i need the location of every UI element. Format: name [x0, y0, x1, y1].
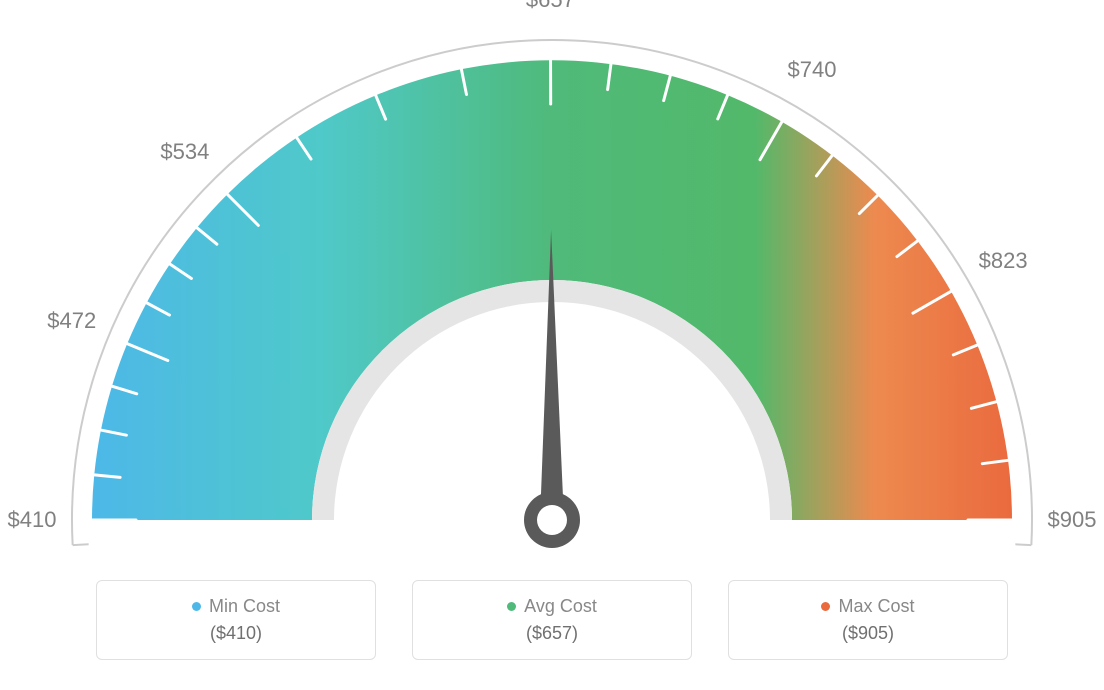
legend-value-avg: ($657)	[526, 623, 578, 644]
gauge-svg	[0, 0, 1104, 560]
legend-label-min: Min Cost	[192, 596, 280, 617]
legend-value-min: ($410)	[210, 623, 262, 644]
gauge-tick-label: $472	[47, 308, 96, 334]
legend-row: Min Cost ($410) Avg Cost ($657) Max Cost…	[0, 580, 1104, 660]
dot-icon	[507, 602, 516, 611]
gauge-tick-label: $534	[160, 139, 209, 165]
legend-label-text: Max Cost	[838, 596, 914, 617]
legend-value-max: ($905)	[842, 623, 894, 644]
legend-label-text: Avg Cost	[524, 596, 597, 617]
gauge-tick-label: $740	[788, 57, 837, 83]
gauge-area: $410 $472 $534 $657 $740 $823 $905	[0, 0, 1104, 560]
gauge-tick-label: $823	[979, 248, 1028, 274]
legend-card-min: Min Cost ($410)	[96, 580, 376, 660]
dot-icon	[192, 602, 201, 611]
gauge-tick-label: $657	[526, 0, 575, 13]
gauge-tick-label: $410	[8, 507, 57, 533]
legend-label-max: Max Cost	[821, 596, 914, 617]
legend-card-max: Max Cost ($905)	[728, 580, 1008, 660]
gauge-chart-container: $410 $472 $534 $657 $740 $823 $905 Min Cost ($…	[0, 0, 1104, 690]
dot-icon	[821, 602, 830, 611]
legend-label-avg: Avg Cost	[507, 596, 597, 617]
legend-card-avg: Avg Cost ($657)	[412, 580, 692, 660]
legend-label-text: Min Cost	[209, 596, 280, 617]
gauge-tick-label: $905	[1048, 507, 1097, 533]
